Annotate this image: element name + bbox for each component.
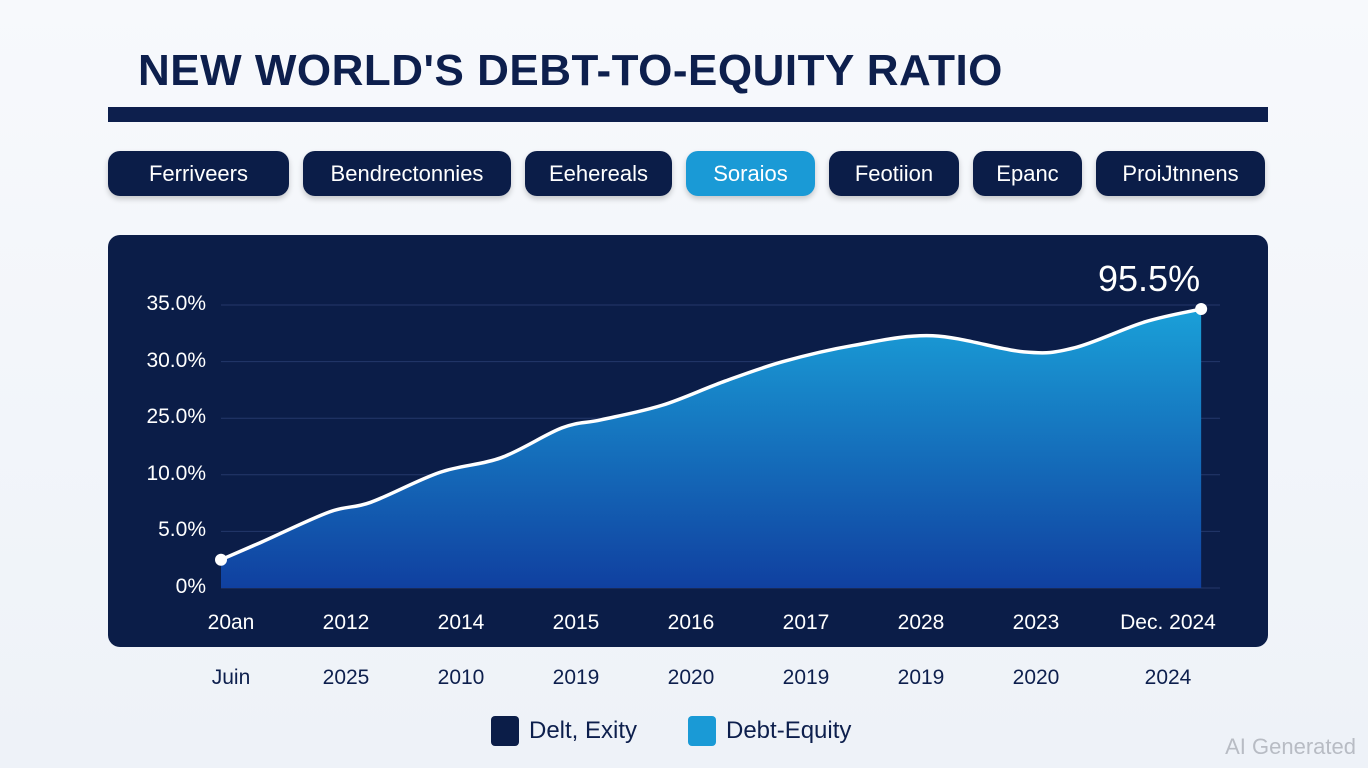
legend-label: Delt, Exity: [529, 717, 638, 744]
y-tick-label: 0%: [175, 575, 206, 598]
end-value-annotation: 95.5%: [1098, 258, 1201, 299]
x-tick-label: 20an: [207, 611, 255, 634]
x-tick-label: 2028: [897, 611, 945, 634]
y-tick-label: 30.0%: [146, 348, 206, 372]
x-tick-label-secondary: Juin: [211, 666, 251, 689]
y-tick-label: 35.0%: [146, 292, 206, 315]
x-tick-label: 2017: [782, 611, 830, 634]
x-tick-label-secondary: 2019: [897, 666, 945, 689]
legend-swatch: [688, 716, 716, 746]
x-tick-label-secondary: 2025: [322, 666, 370, 689]
x-tick-label: 2012: [322, 611, 370, 634]
y-tick-label: 10.0%: [146, 461, 206, 485]
tab-0[interactable]: Ferriveers: [108, 151, 289, 196]
x-tick-label-secondary: 2020: [667, 666, 715, 689]
x-tick-label-secondary: 2024: [1144, 666, 1192, 689]
series-line: [220, 307, 1202, 562]
y-tick-label: 25.0%: [146, 405, 206, 429]
x-tick-label-secondary: 2010: [437, 666, 485, 689]
legend-item-1: Debt-Equity: [688, 716, 851, 746]
x-tick-label: 2023: [1012, 611, 1060, 634]
data-point: [1195, 303, 1208, 316]
x-tick-label: 2014: [437, 611, 485, 634]
legend-swatch: [491, 716, 519, 746]
x-tick-label: 2016: [667, 611, 715, 634]
tab-6[interactable]: ProiJtnnens: [1096, 151, 1265, 196]
tab-1[interactable]: Bendrectonnies: [303, 151, 511, 196]
y-tick-label: 5.0%: [158, 518, 206, 542]
legend-item-0: Delt, Exity: [491, 716, 637, 746]
area-fill: [221, 309, 1202, 588]
watermark: AI Generated: [1225, 734, 1356, 759]
tab-5[interactable]: Epanc: [973, 151, 1082, 196]
x-tick-label-secondary: 2019: [552, 666, 600, 689]
page-title: NEW WORLD'S DEBT-TO-EQUITY RATIO: [138, 46, 1003, 95]
tab-bar: Ferriveers Bendrectonnies Eehereals Sora…: [108, 151, 1265, 196]
legend-label: Debt-Equity: [726, 717, 852, 744]
data-point: [215, 553, 227, 566]
x-tick-label: 2015: [552, 611, 600, 634]
x-tick-label-secondary: 2020: [1012, 666, 1060, 689]
tab-3[interactable]: Soraios: [686, 151, 815, 196]
tab-4[interactable]: Feotiion: [829, 151, 959, 196]
title-divider: [108, 107, 1268, 122]
tab-2[interactable]: Eehereals: [525, 151, 672, 196]
x-tick-label: Dec. 2024: [1120, 611, 1216, 634]
x-tick-label-secondary: 2019: [782, 666, 830, 689]
